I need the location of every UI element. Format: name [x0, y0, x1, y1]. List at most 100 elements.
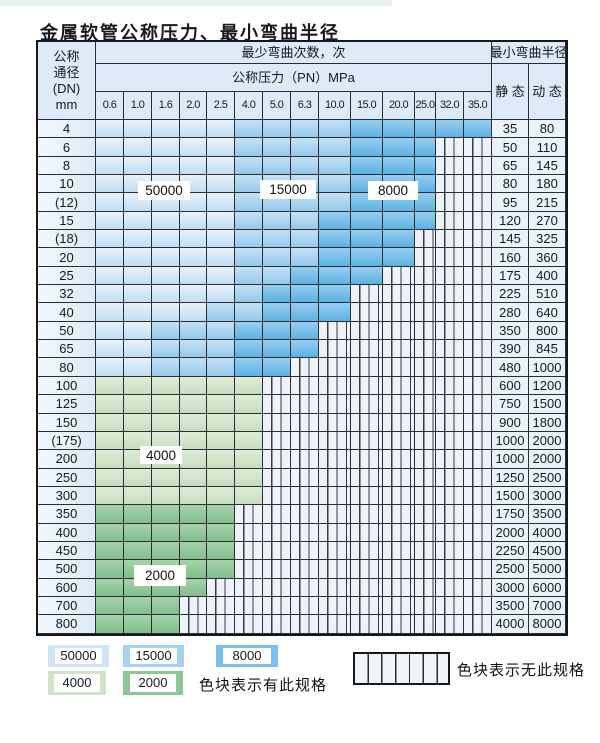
no-spec-cell	[263, 505, 291, 524]
dn-label: 15	[38, 211, 96, 231]
dn-label: 600	[38, 578, 96, 597]
no-spec-cell	[291, 376, 319, 396]
static-value: 2250	[492, 541, 529, 561]
spec-cell	[351, 156, 383, 176]
no-spec-cell	[415, 413, 436, 432]
spec-cell	[180, 413, 207, 432]
pressure-tick: 25.0	[415, 92, 436, 120]
spec-cell	[96, 413, 124, 432]
no-spec-cell	[291, 450, 319, 469]
no-spec-cell	[436, 175, 464, 194]
legend-block-label: 2000	[129, 674, 177, 692]
no-spec-cell	[383, 541, 415, 561]
spec-cell	[235, 285, 263, 304]
static-value: 2500	[492, 560, 529, 579]
spec-cell	[207, 266, 235, 286]
dynamic-value: 2000	[529, 431, 566, 451]
dn-label: 80	[38, 358, 96, 377]
spec-cell	[180, 431, 207, 451]
no-spec-cell	[291, 615, 319, 634]
no-spec-cell	[351, 431, 383, 451]
spec-cell	[180, 230, 207, 249]
static-value: 2000	[492, 523, 529, 542]
spec-cell	[152, 321, 180, 341]
spec-cell	[207, 248, 235, 267]
spec-cell	[207, 120, 235, 139]
no-spec-cell	[415, 541, 436, 561]
spec-cell	[96, 285, 124, 304]
no-spec-cell	[436, 395, 464, 414]
cycle-count-label: 2000	[134, 565, 186, 586]
dynamic-value: 270	[529, 211, 566, 231]
spec-cell	[180, 505, 207, 524]
no-spec-cell	[235, 596, 263, 616]
spec-cell	[180, 560, 207, 579]
spec-cell	[152, 230, 180, 249]
cycle-count-label: 8000	[368, 181, 418, 200]
spec-cell	[263, 266, 291, 286]
no-spec-cell	[319, 431, 351, 451]
dn-label: 100	[38, 376, 96, 396]
spec-cell	[124, 138, 152, 157]
no-spec-cell	[436, 615, 464, 634]
spec-cell	[124, 523, 152, 542]
no-spec-cell	[291, 505, 319, 524]
static-value: 4000	[492, 615, 529, 634]
spec-cell	[96, 615, 124, 634]
spec-cell	[319, 248, 351, 267]
no-spec-cell	[436, 596, 464, 616]
no-spec-cell	[291, 468, 319, 487]
cycle-count-label: 50000	[138, 181, 190, 200]
spec-cell	[319, 193, 351, 212]
spec-cell	[207, 321, 235, 341]
spec-cell	[235, 156, 263, 176]
no-spec-cell	[464, 450, 492, 469]
pressure-tick: 1.6	[152, 92, 180, 120]
spec-cell	[235, 376, 263, 396]
spec-cell	[124, 266, 152, 286]
legend-block-8000: 8000	[216, 645, 278, 667]
no-spec-cell	[319, 615, 351, 634]
static-value: 80	[492, 175, 529, 194]
no-spec-cell	[436, 523, 464, 542]
spec-cell	[207, 486, 235, 506]
spec-cell	[96, 211, 124, 231]
spec-cell	[207, 285, 235, 304]
no-spec-cell	[319, 376, 351, 396]
spec-cell	[263, 340, 291, 359]
spec-cell	[291, 211, 319, 231]
spec-cell	[152, 138, 180, 157]
pressure-tick: 5.0	[263, 92, 291, 120]
spec-cell	[124, 230, 152, 249]
legend-block-label: 4000	[54, 674, 100, 692]
dn-label: 20	[38, 248, 96, 267]
spec-cell	[180, 578, 207, 597]
no-spec-cell	[415, 230, 436, 249]
no-spec-cell	[319, 358, 351, 377]
spec-cell	[291, 138, 319, 157]
static-value: 900	[492, 413, 529, 432]
spec-cell	[383, 138, 415, 157]
dynamic-value: 845	[529, 340, 566, 359]
dynamic-value: 110	[529, 138, 566, 157]
no-spec-cell	[263, 615, 291, 634]
spec-cell	[96, 230, 124, 249]
dn-label: 4	[38, 120, 96, 139]
dn-label: (12)	[38, 193, 96, 212]
spec-cell	[207, 175, 235, 194]
no-spec-cell	[319, 560, 351, 579]
spec-cell	[124, 321, 152, 341]
no-spec-cell	[436, 193, 464, 212]
spec-cell	[180, 376, 207, 396]
spec-cell	[235, 248, 263, 267]
spec-cell	[235, 395, 263, 414]
no-spec-cell	[383, 431, 415, 451]
no-spec-cell	[436, 321, 464, 341]
dynamic-value: 3000	[529, 486, 566, 506]
spec-cell	[383, 248, 415, 267]
spec-cell	[180, 266, 207, 286]
spec-cell	[291, 230, 319, 249]
dn-label: 300	[38, 486, 96, 506]
spec-cell	[96, 248, 124, 267]
no-spec-cell	[319, 413, 351, 432]
